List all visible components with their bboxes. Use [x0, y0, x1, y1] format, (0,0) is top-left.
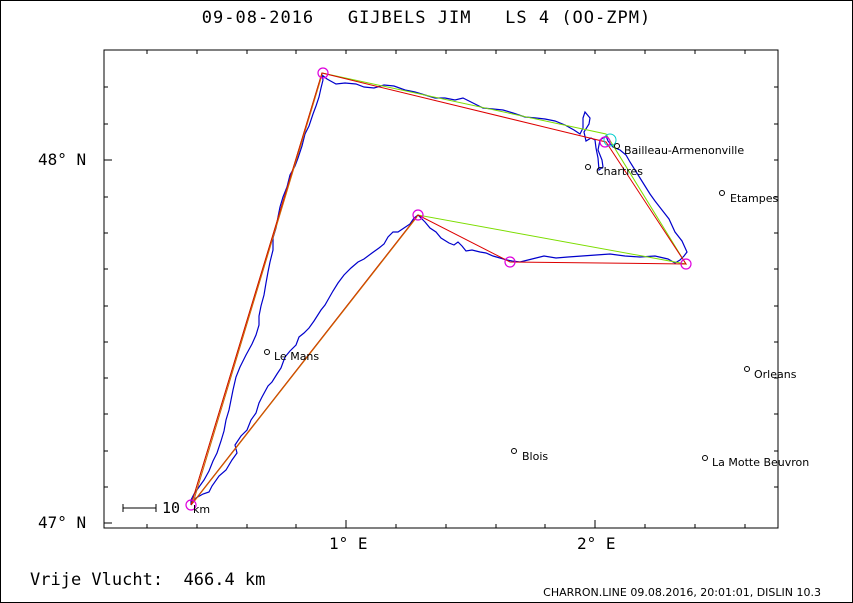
city-marker [744, 366, 750, 372]
task-route [190, 72, 687, 506]
turnpoint-marker [317, 67, 329, 79]
city-marker [264, 349, 270, 355]
city-label-etampes: Etampes [730, 192, 779, 205]
free-flight-distance: Vrije Vlucht: 466.4 km [30, 570, 266, 590]
lat-label-48: 48° N [38, 150, 87, 169]
city-marker [585, 164, 591, 170]
city-label-orleans: Orleans [754, 368, 797, 381]
lon-label-2e: 2° E [577, 534, 616, 553]
outbound-leg [192, 74, 418, 504]
city-label-bailleau: Bailleau-Armenonville [624, 144, 745, 157]
flight-title: 09-08-2016 GIJBELS JIM LS 4 (OO-ZPM) [201, 8, 652, 28]
scale-value: 10 [162, 499, 181, 517]
scale-bar [122, 504, 157, 512]
turnpoint-marker [185, 499, 197, 511]
generator-credit: CHARRON.LINE 09.08.2016, 20:01:01, DISLI… [543, 586, 821, 599]
city-markers [264, 143, 750, 461]
axis-ticks [104, 50, 778, 528]
lat-label-47: 47° N [38, 513, 87, 532]
lon-label-1e: 1° E [329, 534, 368, 553]
city-marker [511, 448, 517, 454]
city-marker [702, 455, 708, 461]
turnpoint-markers [185, 67, 692, 511]
turnpoint-marker [412, 209, 424, 221]
turnpoint-marker [599, 136, 611, 148]
plot-frame [103, 49, 779, 529]
city-label-la-motte-beuvron: La Motte Beuvron [712, 456, 810, 469]
scale-unit: km [193, 503, 211, 516]
city-marker [614, 143, 620, 149]
city-label-le-mans: Le Mans [274, 350, 320, 363]
start-cylinder [603, 133, 617, 147]
turnpoint-marker [680, 258, 692, 270]
turnpoint-marker [504, 256, 516, 268]
city-marker [719, 190, 725, 196]
city-label-chartres: Chartres [596, 165, 644, 178]
city-label-blois: Blois [522, 450, 549, 463]
gps-track [190, 73, 688, 506]
